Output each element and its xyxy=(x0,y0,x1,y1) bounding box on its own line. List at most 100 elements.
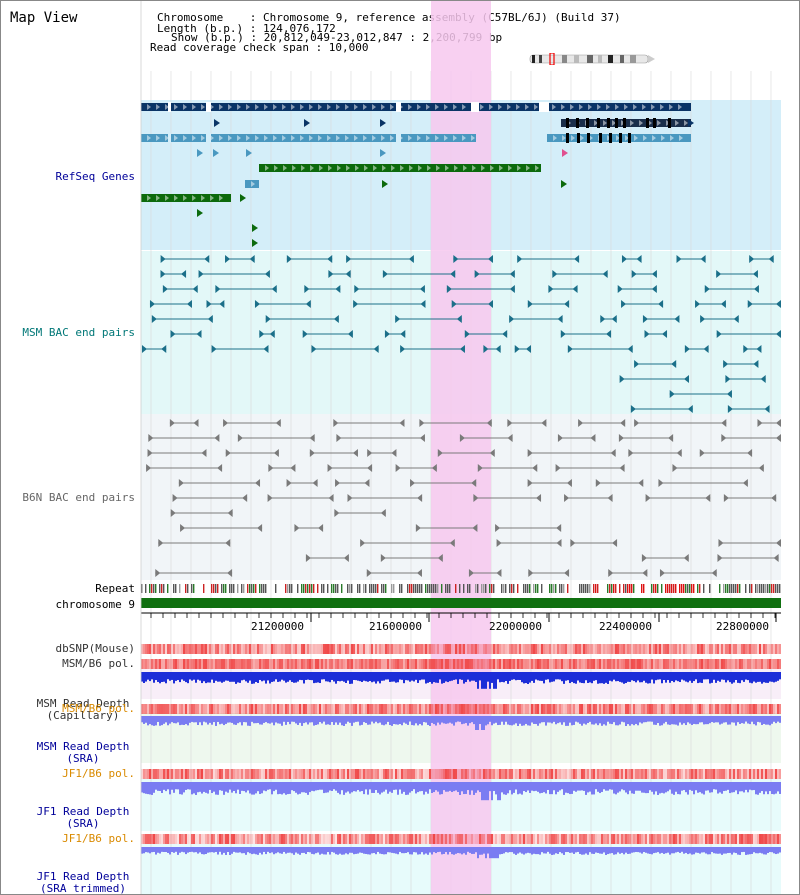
jf1-pol-trim-cell xyxy=(559,834,561,844)
msm-pol-cell xyxy=(285,659,287,669)
jf1-depth-sra-bar xyxy=(247,782,249,791)
bac-end xyxy=(364,479,370,487)
msm-depth-sra-bar xyxy=(373,716,375,724)
msm-depth-cap-bar xyxy=(559,672,561,680)
jf1-depth-trim-bar xyxy=(641,847,643,854)
msm-pol-sra-cell xyxy=(351,704,353,714)
jf1-pol-trim-cell xyxy=(441,834,443,844)
jf1-pol-cell xyxy=(213,769,215,779)
repeat-mark xyxy=(385,584,387,593)
repeat-mark xyxy=(441,584,443,593)
msm-depth-sra-bar xyxy=(777,716,779,722)
jf1-depth-sra-bar xyxy=(429,782,431,790)
jf1-pol-cell xyxy=(707,769,709,779)
gene-marker xyxy=(197,149,203,157)
jf1-pol-cell xyxy=(493,769,495,779)
msm-depth-sra-bar xyxy=(295,716,297,724)
jf1-depth-trim-bar xyxy=(601,847,603,854)
msm-pol-sra-cell xyxy=(375,704,377,714)
msm-pol-sra-cell xyxy=(267,704,269,714)
gene-strand-arrow xyxy=(408,104,412,110)
repeat-mark xyxy=(371,584,373,593)
jf1-pol-cell xyxy=(481,769,483,779)
repeat-mark xyxy=(331,584,333,593)
msm-depth-cap-bar xyxy=(387,672,389,680)
repeat-mark xyxy=(567,584,569,593)
gene-strand-arrow xyxy=(265,165,269,171)
jf1-depth-trim-bar xyxy=(163,847,165,853)
msm-depth-cap-bar xyxy=(427,672,429,683)
dbsnp-cell xyxy=(443,644,445,654)
chromosome-ideogram[interactable] xyxy=(529,53,659,65)
dbsnp-cell xyxy=(409,644,411,654)
jf1-depth-trim-bar xyxy=(319,847,321,855)
jf1-pol-trim-cell xyxy=(761,834,763,844)
jf1-depth-sra-bar xyxy=(211,782,213,794)
bac-end xyxy=(204,255,210,263)
jf1-pol-cell xyxy=(175,769,177,779)
msm-depth-sra-bar xyxy=(199,716,201,723)
dbsnp-cell xyxy=(757,644,759,654)
dbsnp-cell xyxy=(281,644,283,654)
msm-pol-sra-cell xyxy=(535,704,537,714)
gene-strand-arrow xyxy=(309,104,313,110)
bac-end xyxy=(776,434,781,442)
msm-depth-cap-bar xyxy=(373,672,375,682)
msm-pol-cell xyxy=(579,659,581,669)
jf1-pol-trim-cell xyxy=(279,834,281,844)
dbsnp-cell xyxy=(431,644,433,654)
jf1-depth-sra-bar xyxy=(609,782,611,790)
msm-pol-cell xyxy=(567,659,569,669)
msm-pol-cell xyxy=(223,659,225,669)
msm-depth-sra-bar xyxy=(339,716,341,723)
msm-pol-sra-cell xyxy=(553,704,555,714)
dbsnp-cell xyxy=(521,644,523,654)
bac-end xyxy=(255,479,261,487)
jf1-depth-trim-bar xyxy=(177,847,179,855)
msm-depth-cap-bar xyxy=(301,672,303,681)
msm-depth-cap-bar xyxy=(431,672,433,684)
jf1-pol-cell xyxy=(623,769,625,779)
msm-pol-sra-cell xyxy=(453,704,455,714)
msm-depth-sra-bar xyxy=(393,716,395,725)
jf1-depth-sra-bar xyxy=(475,782,477,793)
jf1-pol-trim-cell xyxy=(623,834,625,844)
repeat-mark xyxy=(317,584,319,593)
msm-pol-sra-cell xyxy=(667,704,669,714)
msm-depth-cap-bar xyxy=(321,672,323,680)
jf1-depth-trim-bar xyxy=(747,847,749,855)
jf1-pol-cell xyxy=(355,769,357,779)
jf1-depth-sra-bar xyxy=(205,782,207,793)
bac-end xyxy=(302,330,308,338)
bac-end xyxy=(473,494,479,502)
msm-depth-cap-bar xyxy=(359,672,361,682)
bac-end xyxy=(628,449,634,457)
msm-depth-sra-bar xyxy=(251,716,253,722)
msm-depth-sra-bar xyxy=(363,716,365,723)
dbsnp-cell xyxy=(177,644,179,654)
msm-pol-sra-cell xyxy=(311,704,313,714)
msm-depth-cap-bar xyxy=(327,672,329,682)
jf1-pol-cell xyxy=(349,769,351,779)
axis-tick-label: 22400000 xyxy=(599,620,652,633)
msm-depth-sra-bar xyxy=(211,716,213,725)
msm-depth-sra-bar xyxy=(711,716,713,723)
jf1-pol-trim-cell xyxy=(261,834,263,844)
bac-end xyxy=(249,255,255,263)
jf1-depth-trim-bar xyxy=(187,847,189,853)
msm-depth-cap-bar xyxy=(659,672,661,680)
msm-pol-sra-cell xyxy=(161,704,163,714)
msm-depth-cap-bar xyxy=(703,672,705,680)
bac-end xyxy=(642,315,648,323)
bac-end xyxy=(636,255,642,263)
jf1-depth-sra-bar xyxy=(669,782,671,790)
dbsnp-cell xyxy=(767,644,769,654)
dbsnp-cell xyxy=(333,644,335,654)
msm-pol-sra-cell xyxy=(275,704,277,714)
jf1-depth-sra-bar xyxy=(603,782,605,790)
jf1-pol-cell xyxy=(561,769,563,779)
repeat-mark xyxy=(535,584,537,593)
jf1-depth-sra-bar xyxy=(287,782,289,795)
msm-pol-cell xyxy=(601,659,603,669)
